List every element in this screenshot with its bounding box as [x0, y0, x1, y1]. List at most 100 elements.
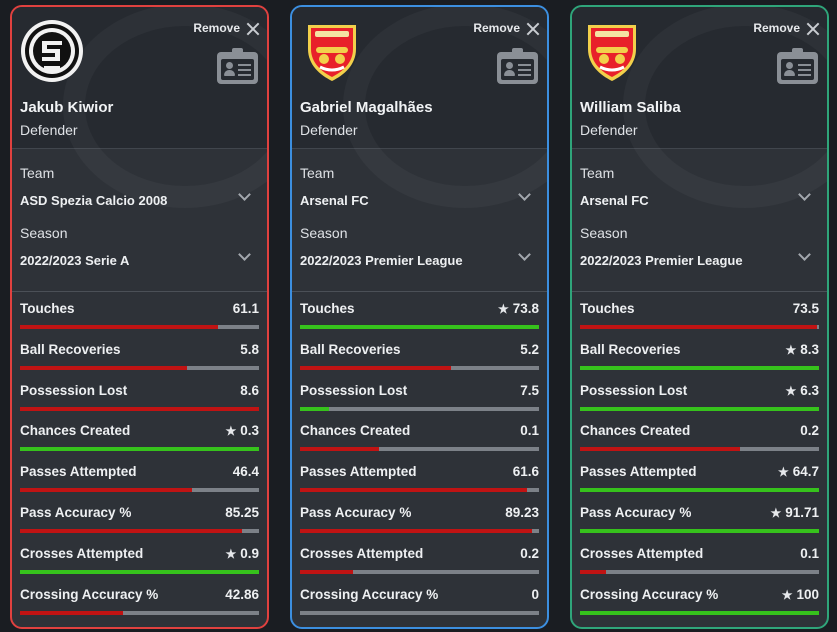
chevron-down-icon[interactable]: [518, 188, 531, 201]
stat-bar-fill: [20, 610, 123, 615]
stat-bar-fill: [300, 569, 353, 574]
stat-bar-fill: [300, 447, 379, 452]
stat-value-text: 0: [531, 586, 539, 602]
star-icon: ★: [785, 383, 797, 398]
team-label: Team: [300, 165, 335, 181]
card-header: Remove William Saliba Defender: [572, 7, 827, 149]
season-label: Season: [580, 225, 628, 241]
stat-value: ★ 8.3: [785, 342, 819, 357]
chevron-down-icon[interactable]: [798, 248, 811, 261]
season-label: Season: [300, 225, 348, 241]
stat-value: ★ 0.3: [225, 423, 259, 438]
remove-button[interactable]: Remove: [473, 21, 539, 35]
stat-label: Pass Accuracy %: [580, 505, 692, 520]
stat-bar: [580, 447, 819, 452]
stat-row: Passes Attempted 61.6: [300, 464, 539, 504]
stat-label: Pass Accuracy %: [20, 505, 132, 520]
stat-bar-fill: [20, 569, 259, 574]
stat-bar-fill: [580, 406, 819, 411]
stat-bar-fill: [580, 569, 607, 574]
stat-value: 85.25: [225, 505, 259, 520]
stat-row: Possession Lost 7.5: [300, 383, 539, 423]
stat-value: 5.2: [520, 342, 539, 357]
stat-value: ★ 0.9: [225, 546, 259, 561]
stat-value: 0.1: [520, 423, 539, 438]
season-select[interactable]: 2022/2023 Premier League: [580, 253, 743, 268]
chevron-down-icon[interactable]: [518, 248, 531, 261]
stat-bar: [300, 447, 539, 452]
remove-label: Remove: [193, 21, 240, 35]
stat-bar: [580, 529, 819, 533]
stat-value: ★ 6.3: [785, 383, 819, 398]
star-icon: ★: [785, 342, 797, 357]
stat-row: Passes Attempted 46.4: [20, 464, 259, 504]
stat-label: Possession Lost: [580, 382, 688, 398]
stat-value-text: 61.1: [232, 301, 259, 316]
stat-row: Touches 73.5: [580, 301, 819, 341]
stat-label: Passes Attempted: [580, 464, 697, 480]
stat-value-text: 61.6: [512, 464, 539, 480]
stat-value-text: 73.5: [792, 301, 819, 316]
stat-value: 89.23: [505, 505, 539, 520]
stat-value: 0: [531, 587, 539, 602]
star-icon: ★: [497, 302, 509, 316]
player-position: Defender: [580, 122, 638, 138]
stat-value: 0.2: [800, 423, 819, 438]
stat-row: Crossing Accuracy % ★ 100: [580, 587, 819, 627]
stat-label: Crosses Attempted: [300, 545, 424, 561]
team-select[interactable]: ASD Spezia Calcio 2008: [20, 193, 168, 208]
player-card: Remove Jakub Kiwior Defender Team ASD Spezia…: [10, 5, 269, 629]
stat-bar-fill: [20, 325, 219, 329]
player-card: Remove Gabriel Magalhães Defender Team Arsen…: [290, 5, 549, 629]
stat-label: Passes Attempted: [300, 464, 417, 480]
selectors: Team Arsenal FC Season 2022/2023 Premier Le…: [572, 149, 827, 292]
player-position: Defender: [300, 122, 358, 138]
stat-value: ★ 100: [782, 587, 819, 602]
season-select[interactable]: 2022/2023 Serie A: [20, 253, 130, 268]
team-select[interactable]: Arsenal FC: [580, 193, 649, 208]
stat-row: Passes Attempted ★ 64.7: [580, 464, 819, 504]
remove-button[interactable]: Remove: [753, 21, 819, 35]
stat-row: Pass Accuracy % 85.25: [20, 505, 259, 545]
chevron-down-icon[interactable]: [798, 188, 811, 201]
stat-value: 0.1: [800, 546, 819, 561]
stat-label: Crossing Accuracy %: [580, 586, 719, 602]
stat-value-text: 46.4: [232, 464, 259, 480]
chevron-down-icon[interactable]: [238, 248, 251, 261]
stat-bar: [300, 325, 539, 329]
stat-value: ★ 64.7: [778, 464, 819, 479]
stat-value-text: 5.8: [240, 341, 259, 357]
stat-bar-fill: [300, 365, 451, 370]
stat-label: Ball Recoveries: [580, 341, 681, 357]
stat-row: Crossing Accuracy % 0: [300, 587, 539, 627]
stat-bar: [20, 325, 259, 329]
stat-value-text: 5.2: [520, 341, 539, 357]
card-header: Remove Gabriel Magalhães Defender: [292, 7, 547, 149]
season-select[interactable]: 2022/2023 Premier League: [300, 253, 463, 268]
stat-label: Chances Created: [300, 423, 411, 439]
stat-row: Ball Recoveries ★ 8.3: [580, 342, 819, 382]
stat-bar-fill: [20, 488, 193, 493]
id-card-icon[interactable]: [497, 48, 538, 84]
stat-value: 42.86: [225, 587, 259, 602]
card-header: Remove Jakub Kiwior Defender: [12, 7, 267, 149]
team-select[interactable]: Arsenal FC: [300, 193, 369, 208]
stat-label: Crosses Attempted: [580, 545, 704, 561]
season-label: Season: [20, 225, 68, 241]
star-icon: ★: [777, 465, 789, 480]
stat-bar: [20, 365, 259, 370]
arsenal-crest-icon: [580, 19, 644, 83]
id-card-icon[interactable]: [217, 48, 258, 84]
remove-button[interactable]: Remove: [193, 21, 259, 35]
stat-value-text: 89.23: [505, 505, 539, 520]
chevron-down-icon[interactable]: [238, 188, 251, 201]
stat-value: 8.6: [240, 383, 259, 398]
player-name: Jakub Kiwior: [20, 99, 114, 116]
stat-label: Touches: [20, 301, 75, 316]
stat-row: Crossing Accuracy % 42.86: [20, 587, 259, 627]
stat-value: 7.5: [520, 383, 539, 398]
id-card-icon[interactable]: [777, 48, 818, 84]
stat-bar-fill: [20, 447, 259, 452]
stat-bar: [580, 325, 819, 329]
stat-value: 73.5: [793, 301, 819, 316]
